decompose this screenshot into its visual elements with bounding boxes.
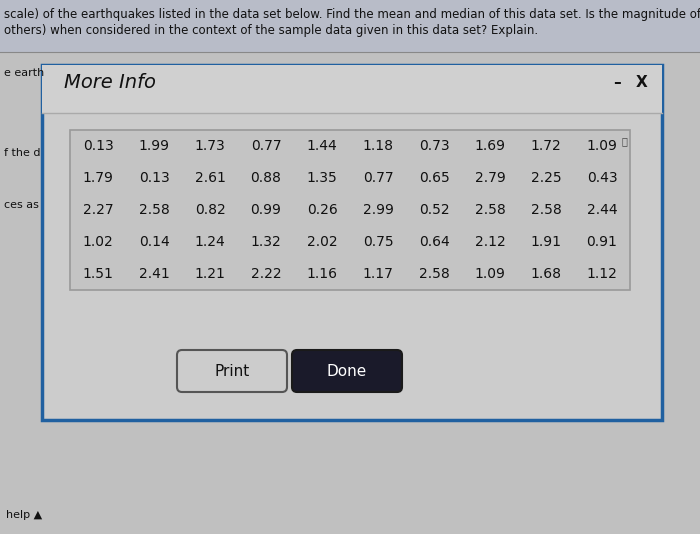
Text: 1.18: 1.18 xyxy=(363,139,393,153)
Text: Print: Print xyxy=(214,364,250,379)
FancyBboxPatch shape xyxy=(0,0,700,52)
FancyBboxPatch shape xyxy=(42,65,662,420)
Text: 1.09: 1.09 xyxy=(587,139,617,153)
FancyBboxPatch shape xyxy=(177,350,287,392)
Text: 1.32: 1.32 xyxy=(251,235,281,249)
Text: 2.58: 2.58 xyxy=(139,203,169,217)
Text: 1.72: 1.72 xyxy=(531,139,561,153)
Text: 0.43: 0.43 xyxy=(587,171,617,185)
Text: 0.13: 0.13 xyxy=(139,171,169,185)
Text: 2.61: 2.61 xyxy=(195,171,225,185)
Text: 2.79: 2.79 xyxy=(475,171,505,185)
Text: 0.77: 0.77 xyxy=(363,171,393,185)
Text: 1.68: 1.68 xyxy=(531,267,561,281)
FancyBboxPatch shape xyxy=(292,350,402,392)
Text: 0.91: 0.91 xyxy=(587,235,617,249)
Text: 1.24: 1.24 xyxy=(195,235,225,249)
FancyBboxPatch shape xyxy=(70,130,630,290)
Text: 0.77: 0.77 xyxy=(251,139,281,153)
Text: 2.58: 2.58 xyxy=(531,203,561,217)
Text: 2.25: 2.25 xyxy=(531,171,561,185)
FancyBboxPatch shape xyxy=(41,64,663,421)
Text: 0.73: 0.73 xyxy=(419,139,449,153)
Text: 0.75: 0.75 xyxy=(363,235,393,249)
Text: 1.44: 1.44 xyxy=(307,139,337,153)
Text: 0.99: 0.99 xyxy=(251,203,281,217)
Text: f the d: f the d xyxy=(4,148,41,158)
Text: ⎘: ⎘ xyxy=(621,136,627,146)
Text: others) when considered in the context of the sample data given in this data set: others) when considered in the context o… xyxy=(4,24,538,37)
Text: 0.64: 0.64 xyxy=(419,235,449,249)
Text: 0.88: 0.88 xyxy=(251,171,281,185)
Text: 1.02: 1.02 xyxy=(83,235,113,249)
Text: 1.35: 1.35 xyxy=(307,171,337,185)
Text: 1.12: 1.12 xyxy=(587,267,617,281)
Text: 1.21: 1.21 xyxy=(195,267,225,281)
Text: 0.13: 0.13 xyxy=(83,139,113,153)
Text: 0.65: 0.65 xyxy=(419,171,449,185)
Text: scale) of the earthquakes listed in the data set below. Find the mean and median: scale) of the earthquakes listed in the … xyxy=(4,8,700,21)
Text: 1.73: 1.73 xyxy=(195,139,225,153)
Text: 2.41: 2.41 xyxy=(139,267,169,281)
Text: Done: Done xyxy=(327,364,367,379)
Text: 1.51: 1.51 xyxy=(83,267,113,281)
Text: help ▲: help ▲ xyxy=(6,510,42,520)
Text: 2.99: 2.99 xyxy=(363,203,393,217)
Text: 2.58: 2.58 xyxy=(475,203,505,217)
Text: 2.22: 2.22 xyxy=(251,267,281,281)
Text: X: X xyxy=(636,75,648,90)
Text: 1.09: 1.09 xyxy=(475,267,505,281)
Text: 2.12: 2.12 xyxy=(475,235,505,249)
Text: 1.79: 1.79 xyxy=(83,171,113,185)
Text: 1.99: 1.99 xyxy=(139,139,169,153)
Text: 2.58: 2.58 xyxy=(419,267,449,281)
Text: 1.69: 1.69 xyxy=(475,139,505,153)
Text: 1.17: 1.17 xyxy=(363,267,393,281)
Text: 0.52: 0.52 xyxy=(419,203,449,217)
Text: 1.91: 1.91 xyxy=(531,235,561,249)
Text: 2.27: 2.27 xyxy=(83,203,113,217)
Text: 0.26: 0.26 xyxy=(307,203,337,217)
Text: –: – xyxy=(613,75,621,90)
FancyBboxPatch shape xyxy=(42,65,662,113)
Text: 0.14: 0.14 xyxy=(139,235,169,249)
Text: e earth: e earth xyxy=(4,68,44,78)
Text: ces as: ces as xyxy=(4,200,39,210)
Text: 2.44: 2.44 xyxy=(587,203,617,217)
Text: More Info: More Info xyxy=(64,73,156,92)
Text: 1.16: 1.16 xyxy=(307,267,337,281)
Text: 2.02: 2.02 xyxy=(307,235,337,249)
Text: 0.82: 0.82 xyxy=(195,203,225,217)
